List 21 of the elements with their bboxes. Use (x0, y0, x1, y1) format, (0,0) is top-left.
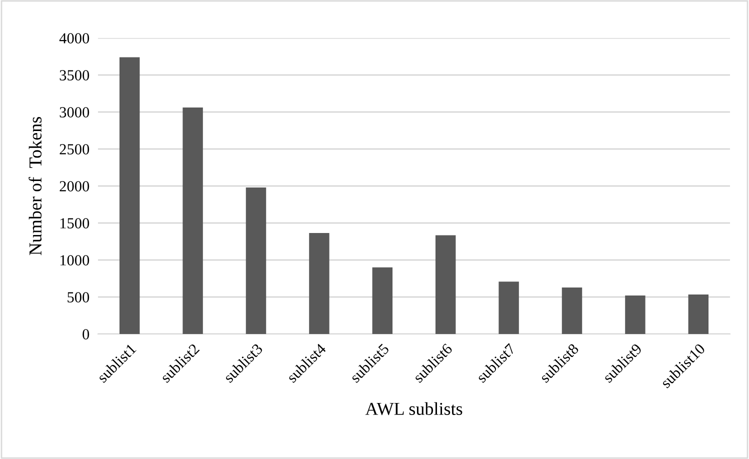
y-tick-label: 2000 (60, 181, 90, 192)
y-tick-label: 2500 (60, 144, 90, 154)
bar (309, 232, 330, 334)
y-tick-label: 4000 (59, 33, 90, 44)
y-tick-label: 3000 (60, 107, 90, 118)
bar (688, 294, 709, 334)
bar (435, 235, 456, 334)
y-tick-label: 500 (68, 292, 90, 302)
bar (246, 187, 266, 334)
y-axis-title: Number of Tokens (28, 116, 42, 256)
x-axis-title: AWL sublists (365, 402, 462, 416)
bar (119, 57, 140, 334)
y-tick-label: 1000 (60, 255, 90, 266)
y-tick-label: 0 (82, 329, 90, 340)
bar (562, 287, 582, 334)
bar (498, 282, 519, 334)
y-tick-label: 3500 (60, 70, 90, 80)
bar (372, 267, 393, 334)
bar (625, 295, 646, 334)
y-tick-label: 1500 (60, 218, 90, 228)
bar (182, 108, 203, 334)
